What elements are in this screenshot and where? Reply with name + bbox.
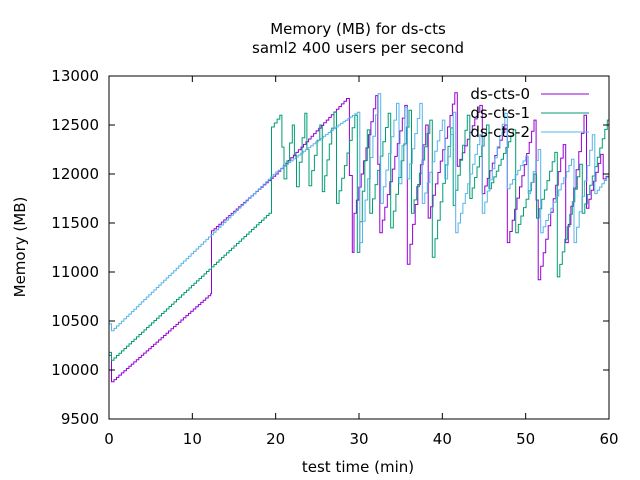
y-tick-label: 11000 (51, 263, 99, 281)
series-line-ds-cts-1 (109, 109, 610, 361)
y-tick-label: 12000 (51, 165, 99, 183)
x-tick-label: 0 (104, 430, 114, 448)
x-tick-label: 40 (433, 430, 452, 448)
series-line-ds-cts-2 (109, 93, 610, 332)
series-line-ds-cts-0 (109, 92, 610, 383)
y-tick-label: 10500 (51, 312, 99, 330)
x-tick-label: 50 (516, 430, 535, 448)
legend-label: ds-cts-2 (470, 123, 530, 141)
tick-layer: 0 10 20 30 40 50 60 9500 10000 10500 11000 11500 120… (51, 67, 618, 448)
legend: ds-cts-0ds-cts-1ds-cts-2 (470, 85, 589, 141)
y-tick-label: 12500 (51, 116, 99, 134)
legend-label: ds-cts-1 (470, 104, 530, 122)
x-axis-label: test time (min) (302, 458, 414, 476)
chart-subtitle: saml2 400 users per second (252, 39, 464, 57)
y-tick-label: 10000 (51, 361, 99, 379)
x-tick-label: 30 (349, 430, 368, 448)
x-tick-label: 60 (599, 430, 618, 448)
y-tick-label: 11500 (51, 214, 99, 232)
legend-label: ds-cts-0 (470, 85, 530, 103)
x-tick-label: 10 (183, 430, 202, 448)
series-layer (109, 92, 610, 383)
y-axis-label: Memory (MB) (11, 197, 29, 298)
y-tick-label: 9500 (61, 410, 99, 428)
chart-title: Memory (MB) for ds-cts (270, 20, 446, 38)
x-tick-label: 20 (266, 430, 285, 448)
y-tick-label: 13000 (51, 67, 99, 85)
